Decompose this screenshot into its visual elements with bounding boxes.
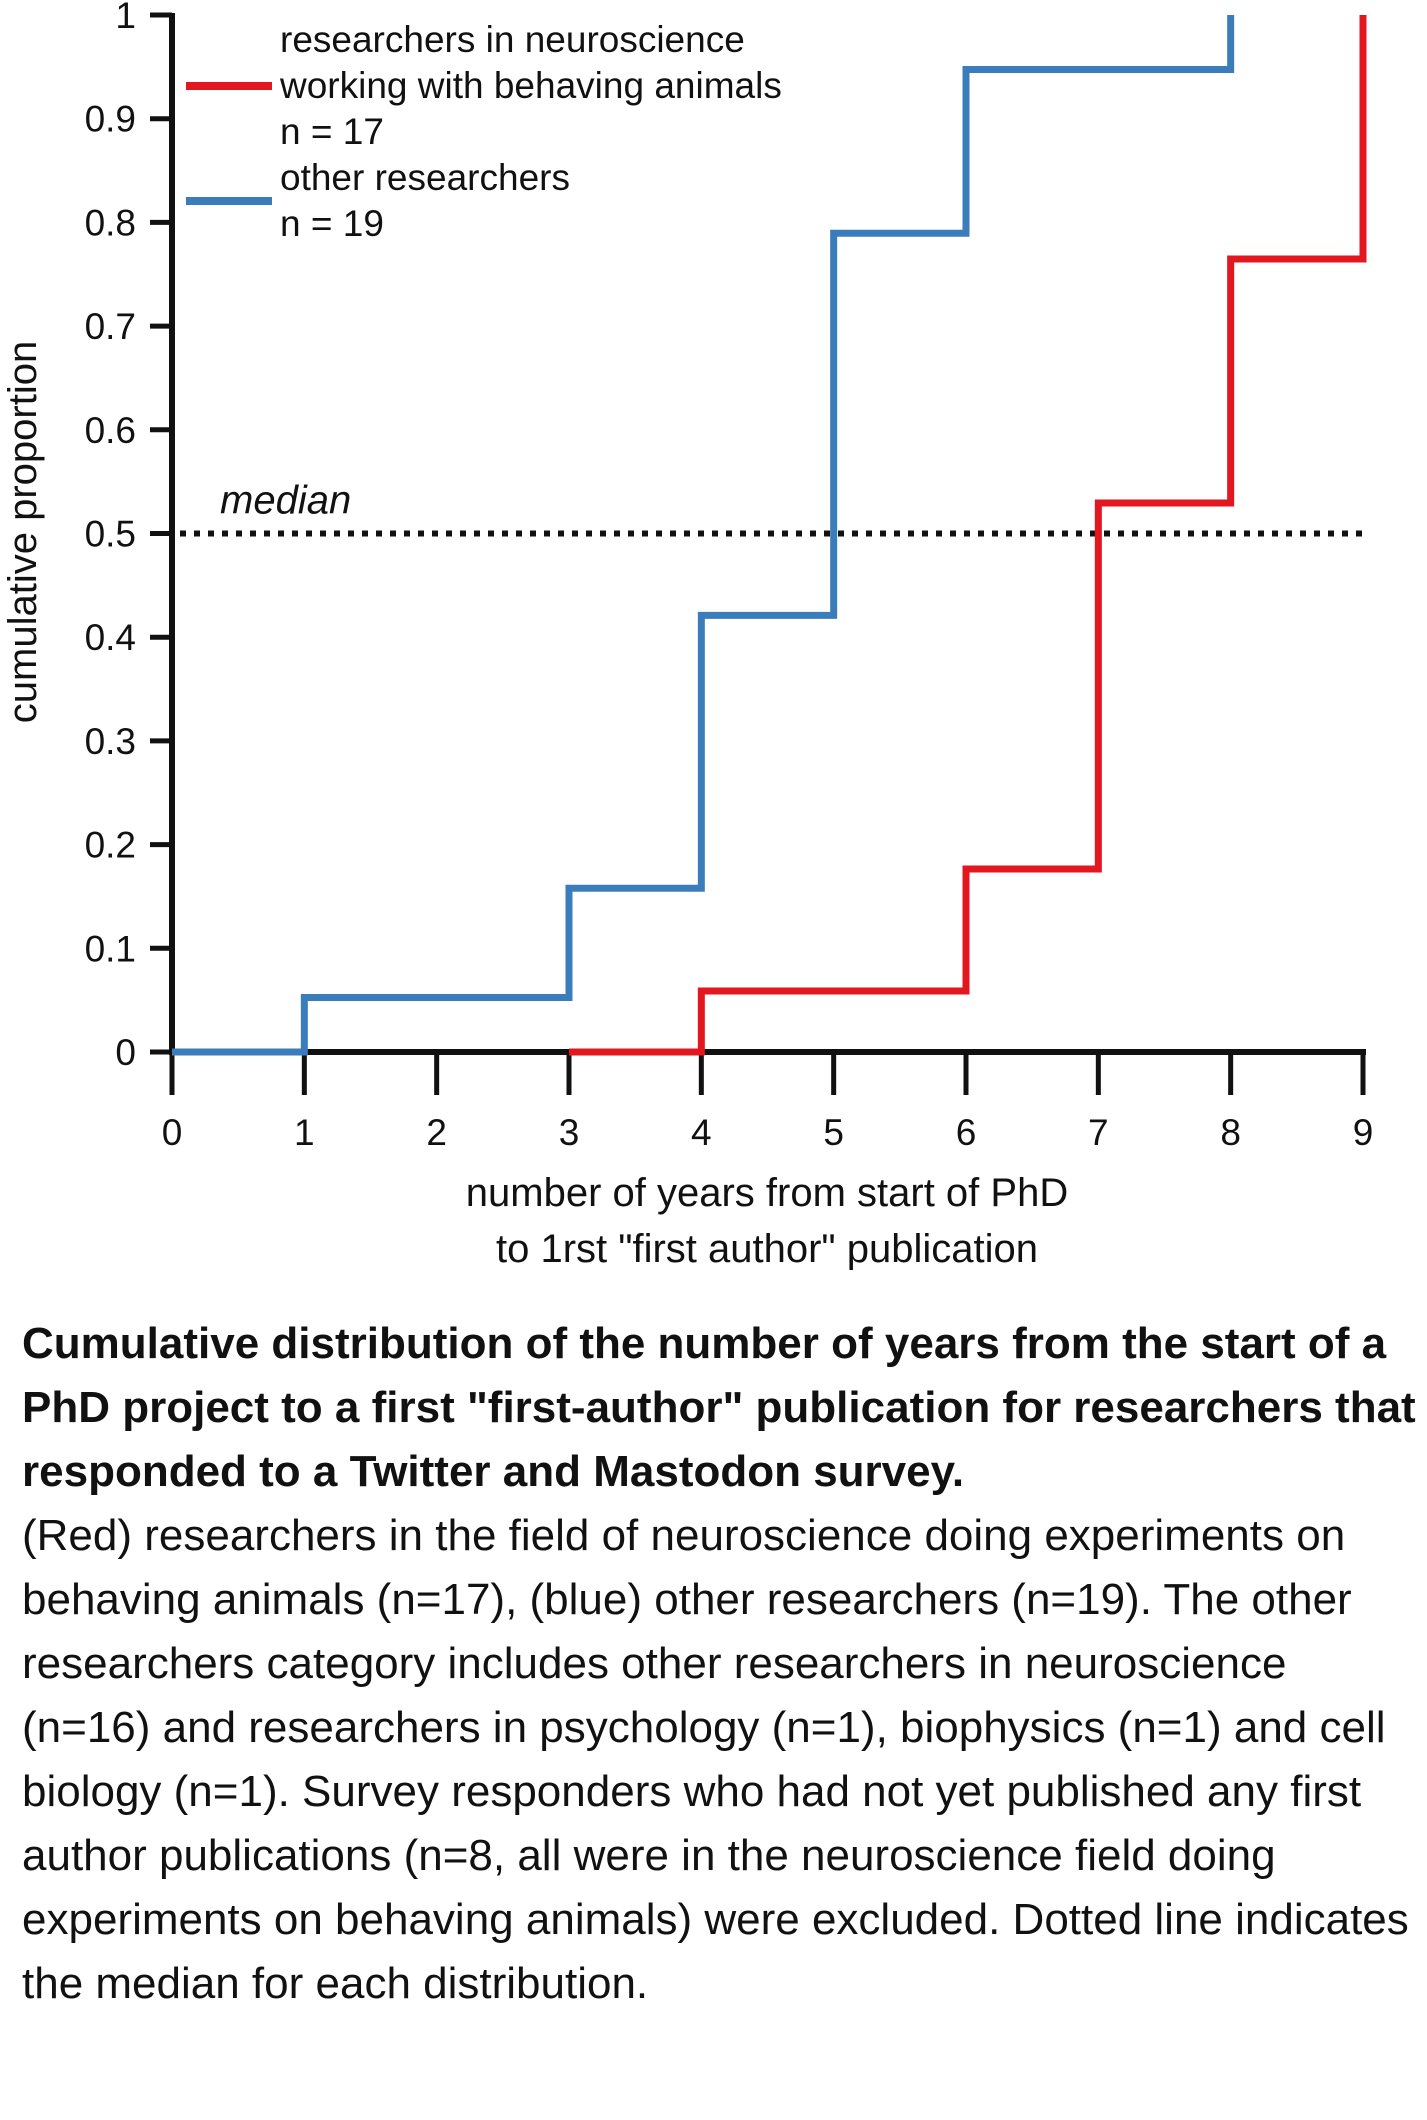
x-tick-label: 7 — [1088, 1112, 1109, 1153]
y-tick-label: 0.5 — [85, 514, 136, 555]
x-tick-label: 2 — [426, 1112, 447, 1153]
y-axis-title: cumulative proportion — [1, 341, 45, 723]
legend-label-0: working with behaving animals — [279, 65, 782, 106]
x-tick-label: 6 — [956, 1112, 977, 1153]
chart-legend: researchers in neuroscience working with … — [186, 19, 782, 244]
x-tick-label: 4 — [691, 1112, 712, 1153]
legend-label-1: n = 19 — [280, 203, 384, 244]
y-tick-label: 0.3 — [85, 721, 136, 762]
legend-label-1: other researchers — [280, 157, 570, 198]
series-layer — [172, 15, 1367, 1056]
y-axis-ticks: 0 0.1 0.2 0.3 0.4 0.5 0.6 0.7 0.8 0.9 1 — [85, 0, 172, 1073]
x-tick-label: 1 — [294, 1112, 315, 1153]
x-tick-label: 5 — [823, 1112, 844, 1153]
median-label: median — [220, 479, 351, 523]
caption-title: Cumulative distribution of the number of… — [22, 1319, 1416, 1496]
y-tick-label: 0.1 — [85, 928, 136, 969]
x-axis-title-line-2: to 1rst "first author" publication — [496, 1227, 1038, 1270]
y-tick-label: 1 — [115, 0, 136, 36]
y-tick-label: 0.2 — [85, 825, 136, 866]
x-axis-title-line-1: number of years from start of PhD — [466, 1171, 1068, 1215]
x-axis-ticks: 0 1 2 3 4 5 6 7 8 9 — [162, 1052, 1374, 1153]
x-tick-label: 0 — [162, 1112, 183, 1153]
y-tick-label: 0.9 — [85, 99, 136, 140]
median-reference-line: median — [180, 479, 1367, 537]
cumulative-distribution-chart: 0 1 2 3 4 5 6 7 8 9 0 0.1 0.2 0.3 0.4 0.5 0.6 0.7 0.8 0.9 1… — [1, 0, 1374, 1270]
y-tick-label: 0.8 — [85, 202, 136, 243]
figure-caption: Cumulative distribution of the number of… — [22, 1312, 1422, 2016]
y-tick-label: 0 — [115, 1032, 136, 1073]
caption-body: (Red) researchers in the field of neuros… — [22, 1511, 1409, 2008]
series-1-step-line — [172, 15, 1235, 1056]
y-tick-label: 0.4 — [85, 617, 136, 658]
y-tick-label: 0.7 — [85, 306, 136, 347]
series-0-step-line — [569, 15, 1367, 1056]
x-tick-label: 8 — [1220, 1112, 1241, 1153]
y-tick-label: 0.6 — [85, 410, 136, 451]
x-tick-label: 3 — [559, 1112, 580, 1153]
legend-label-0: n = 17 — [280, 111, 384, 152]
x-tick-label: 9 — [1353, 1112, 1374, 1153]
legend-label-0: researchers in neuroscience — [280, 19, 745, 60]
